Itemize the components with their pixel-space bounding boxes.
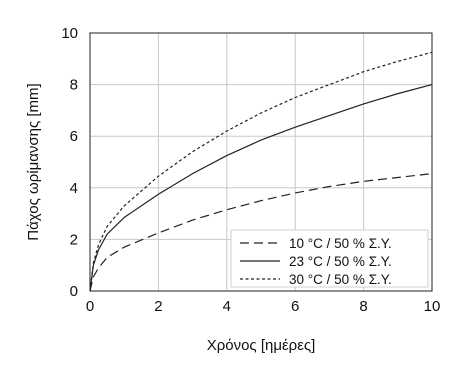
x-tick-label: 6 <box>291 298 299 315</box>
legend-label-1: 10 °C / 50 % Σ.Υ. <box>289 236 392 251</box>
x-tick-label: 4 <box>223 298 231 315</box>
series-line-2 <box>89 84 433 292</box>
x-ticks: 0 2 4 6 8 10 <box>86 298 441 315</box>
legend-label-3: 30 °C / 50 % Σ.Υ. <box>289 272 392 287</box>
series-line-1 <box>89 173 433 292</box>
y-tick-label: 4 <box>70 180 78 197</box>
y-ticks: 0 2 4 6 8 10 <box>61 25 78 300</box>
x-tick-label: 8 <box>359 298 367 315</box>
y-tick-label: 10 <box>61 25 78 42</box>
y-tick-label: 2 <box>70 231 78 248</box>
y-tick-label: 8 <box>70 77 78 94</box>
x-axis-label: Χρόνος [ημέρες] <box>207 337 316 354</box>
legend-box <box>230 229 429 288</box>
series-line-3 <box>89 51 433 292</box>
legend: 10 °C / 50 % Σ.Υ. 23 °C / 50 % Σ.Υ. 30 °C … <box>230 229 429 288</box>
y-tick-label: 6 <box>70 128 78 145</box>
y-tick-label: 0 <box>70 283 78 300</box>
series-lines <box>89 51 433 292</box>
x-tick-label: 0 <box>86 298 94 315</box>
x-tick-label: 2 <box>154 298 162 315</box>
y-axis-label: Πάχος ωρίμανσης [mm] <box>25 83 42 240</box>
legend-label-2: 23 °C / 50 % Σ.Υ. <box>289 254 392 269</box>
x-tick-label: 10 <box>424 298 441 315</box>
plot-frame <box>89 32 433 292</box>
